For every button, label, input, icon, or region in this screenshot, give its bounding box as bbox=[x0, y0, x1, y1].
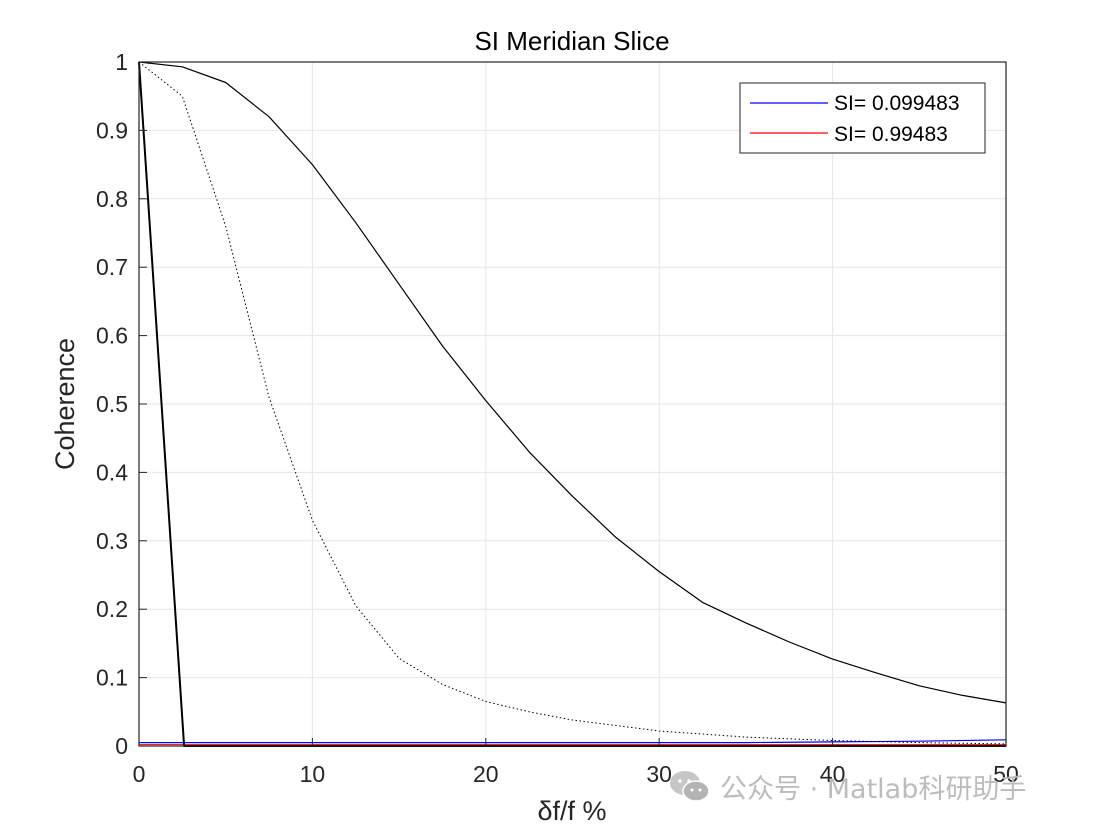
y-tick-label: 0.1 bbox=[96, 665, 128, 691]
legend: SI= 0.099483 SI= 0.99483 bbox=[739, 82, 986, 154]
y-tick-label: 0 bbox=[115, 733, 128, 759]
grid-lines bbox=[138, 61, 1007, 747]
y-tick-label: 0.8 bbox=[96, 186, 128, 212]
x-tick-label: 50 bbox=[993, 761, 1019, 787]
x-tick-label: 30 bbox=[646, 761, 672, 787]
legend-entry-1: SI= 0.99483 bbox=[834, 123, 948, 146]
x-tick-label: 0 bbox=[133, 761, 146, 787]
watermark: 公众号 · Matlab科研助手 bbox=[668, 766, 1026, 806]
y-tick-label: 0.7 bbox=[96, 254, 128, 280]
y-tick-label: 0.2 bbox=[96, 596, 128, 622]
legend-entry-0: SI= 0.099483 bbox=[834, 92, 960, 115]
chart-title: SI Meridian Slice bbox=[474, 26, 669, 56]
watermark-text: 公众号 · Matlab科研助手 bbox=[720, 773, 1027, 805]
x-tick-label: 40 bbox=[820, 761, 846, 787]
y-tick-label: 0.9 bbox=[96, 117, 128, 143]
series-line-3 bbox=[138, 61, 1007, 745]
axis-ticks: 0 10 20 30 40 50 0 0.1 0.2 0.3 0.4 0.5 0.6 0.7 0.8 0.9 1 bbox=[96, 49, 1019, 787]
y-tick-label: 0.5 bbox=[96, 391, 128, 417]
x-tick-label: 10 bbox=[300, 761, 326, 787]
series-line-0 bbox=[139, 739, 1007, 744]
y-tick-label: 0.6 bbox=[96, 323, 128, 349]
x-tick-label: 20 bbox=[473, 761, 499, 787]
series-line-2 bbox=[138, 61, 1007, 704]
y-axis-title: Coherence bbox=[50, 338, 80, 470]
x-axis-title: δf/f % bbox=[537, 796, 606, 826]
y-tick-label: 0.4 bbox=[96, 459, 128, 485]
wechat-icon bbox=[670, 771, 710, 802]
legend-box bbox=[739, 82, 986, 154]
y-tick-label: 1 bbox=[115, 49, 128, 75]
y-tick-label: 0.3 bbox=[96, 528, 128, 554]
